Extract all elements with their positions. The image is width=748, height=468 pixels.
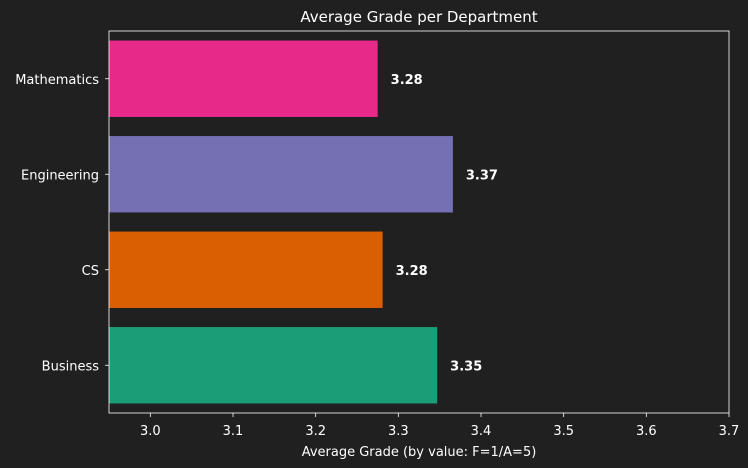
x-tick-label: 3.3: [388, 424, 409, 439]
y-tick-label: CS: [82, 264, 99, 279]
y-tick-label: Business: [42, 359, 100, 374]
bar-value-label: 3.28: [391, 73, 423, 88]
chart-title: Average Grade per Department: [300, 8, 537, 26]
x-axis-label: Average Grade (by value: F=1/A=5): [302, 445, 537, 460]
x-tick-label: 3.2: [305, 424, 326, 439]
y-tick-label: Mathematics: [15, 73, 99, 88]
bar-value-label: 3.28: [396, 264, 428, 279]
bar-value-label: 3.35: [450, 359, 482, 374]
bar-business: [109, 327, 438, 404]
bar-engineering: [109, 136, 453, 213]
bar-cs: [109, 231, 383, 308]
bar-value-label: 3.37: [466, 168, 498, 183]
x-tick-label: 3.1: [223, 424, 244, 439]
x-tick-label: 3.4: [471, 424, 492, 439]
x-ticks: 3.0 3.1 3.2 3.3 3.4 3.5 3.6 3.7: [140, 413, 739, 439]
bar-mathematics: [109, 40, 378, 117]
plot-frame: [108, 30, 730, 414]
x-tick-label: 3.7: [719, 424, 740, 439]
bar-group: 3.28 3.37 3.28 3.35: [109, 40, 498, 404]
y-tick-label: Engineering: [21, 168, 99, 183]
x-tick-label: 3.0: [140, 424, 161, 439]
x-tick-label: 3.5: [553, 424, 574, 439]
x-tick-label: 3.6: [636, 424, 657, 439]
y-tick-labels: Mathematics Engineering CS Business: [15, 73, 109, 374]
